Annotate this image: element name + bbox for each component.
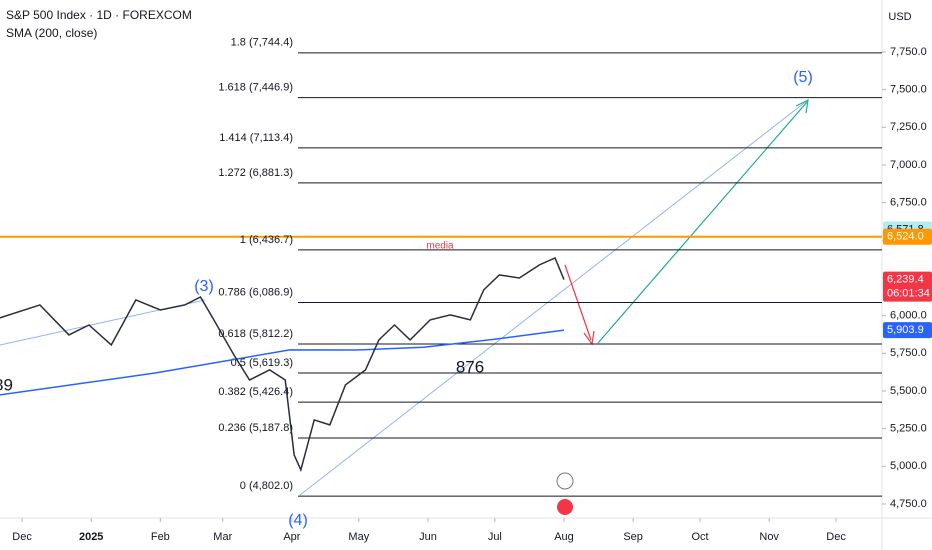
price-tag-label: 6,524.0 xyxy=(887,231,924,243)
title: S&P 500 Index · 1D · FOREXCOM xyxy=(6,8,192,22)
x-tick-label: Aug xyxy=(554,531,574,543)
annotation: 876 xyxy=(456,357,484,376)
indicator: SMA (200, close) xyxy=(6,26,97,40)
y-tick-label: 5,750.0 xyxy=(890,347,927,359)
fib-label: 0.382 (5,426.4) xyxy=(218,386,293,398)
price-tag xyxy=(883,228,932,245)
annotation: (3) xyxy=(194,278,214,295)
fib-label: 1.8 (7,744.4) xyxy=(231,37,293,49)
annotation: media xyxy=(426,241,454,252)
y-tick-label: 7,500.0 xyxy=(890,84,927,96)
fib-label: 1.272 (6,881.3) xyxy=(218,167,293,179)
y-tick-label: 4,750.0 xyxy=(890,498,927,510)
annotation: 89 xyxy=(0,375,13,394)
y-tick-label: 6,750.0 xyxy=(890,197,927,209)
event-icon[interactable] xyxy=(557,499,573,515)
arrow-head xyxy=(795,98,809,114)
x-tick-label: Jul xyxy=(488,531,502,543)
x-tick-label: Jun xyxy=(419,531,437,543)
price-tag-label: 5,903.9 xyxy=(887,324,924,336)
fib-label: 0 (4,802.0) xyxy=(240,480,293,492)
fib-label: 0.236 (5,187.8) xyxy=(218,422,293,434)
fib-label: 0.786 (6,086.9) xyxy=(218,286,293,298)
x-tick-label: Mar xyxy=(213,531,232,543)
series-line xyxy=(0,329,565,396)
price-tag xyxy=(883,271,932,302)
x-tick-label: Nov xyxy=(759,531,779,543)
x-tick-label: Dec xyxy=(826,531,846,543)
series-line xyxy=(0,256,565,473)
x-tick-label: Apr xyxy=(283,531,300,543)
countdown: 06:01:34 xyxy=(887,287,930,299)
currency[interactable]: USD xyxy=(888,11,911,23)
x-tick-label: Feb xyxy=(151,531,170,543)
y-tick-label: 7,750.0 xyxy=(890,46,927,58)
fib-label: 0.618 (5,812.2) xyxy=(218,328,293,340)
price-tag xyxy=(883,322,932,339)
x-tick-label: Dec xyxy=(12,531,32,543)
y-tick-label: 5,250.0 xyxy=(890,423,927,435)
fib-label: 1.414 (7,113.4) xyxy=(219,132,293,144)
x-tick-label: 2025 xyxy=(79,531,103,543)
y-tick-label: 6,000.0 xyxy=(890,310,927,322)
annotation: (4) xyxy=(288,512,308,529)
trend-line xyxy=(299,99,809,496)
y-tick-label: 5,000.0 xyxy=(890,460,927,472)
price-tag-label: 6,239.4 xyxy=(887,273,924,285)
x-tick-label: May xyxy=(348,531,369,543)
annotation: (5) xyxy=(793,69,813,86)
fib-label: 1 (6,436.7) xyxy=(240,234,293,246)
x-tick-label: Oct xyxy=(691,531,708,543)
y-tick-label: 5,500.0 xyxy=(890,385,927,397)
y-tick-label: 7,250.0 xyxy=(890,121,927,133)
event-icon[interactable] xyxy=(556,472,574,490)
x-tick-label: Sep xyxy=(623,531,643,543)
y-tick-label: 7,000.0 xyxy=(890,159,927,171)
fib-label: 0.5 (5,619.3) xyxy=(231,357,293,369)
fib-label: 1.618 (7,446.9) xyxy=(218,82,293,94)
